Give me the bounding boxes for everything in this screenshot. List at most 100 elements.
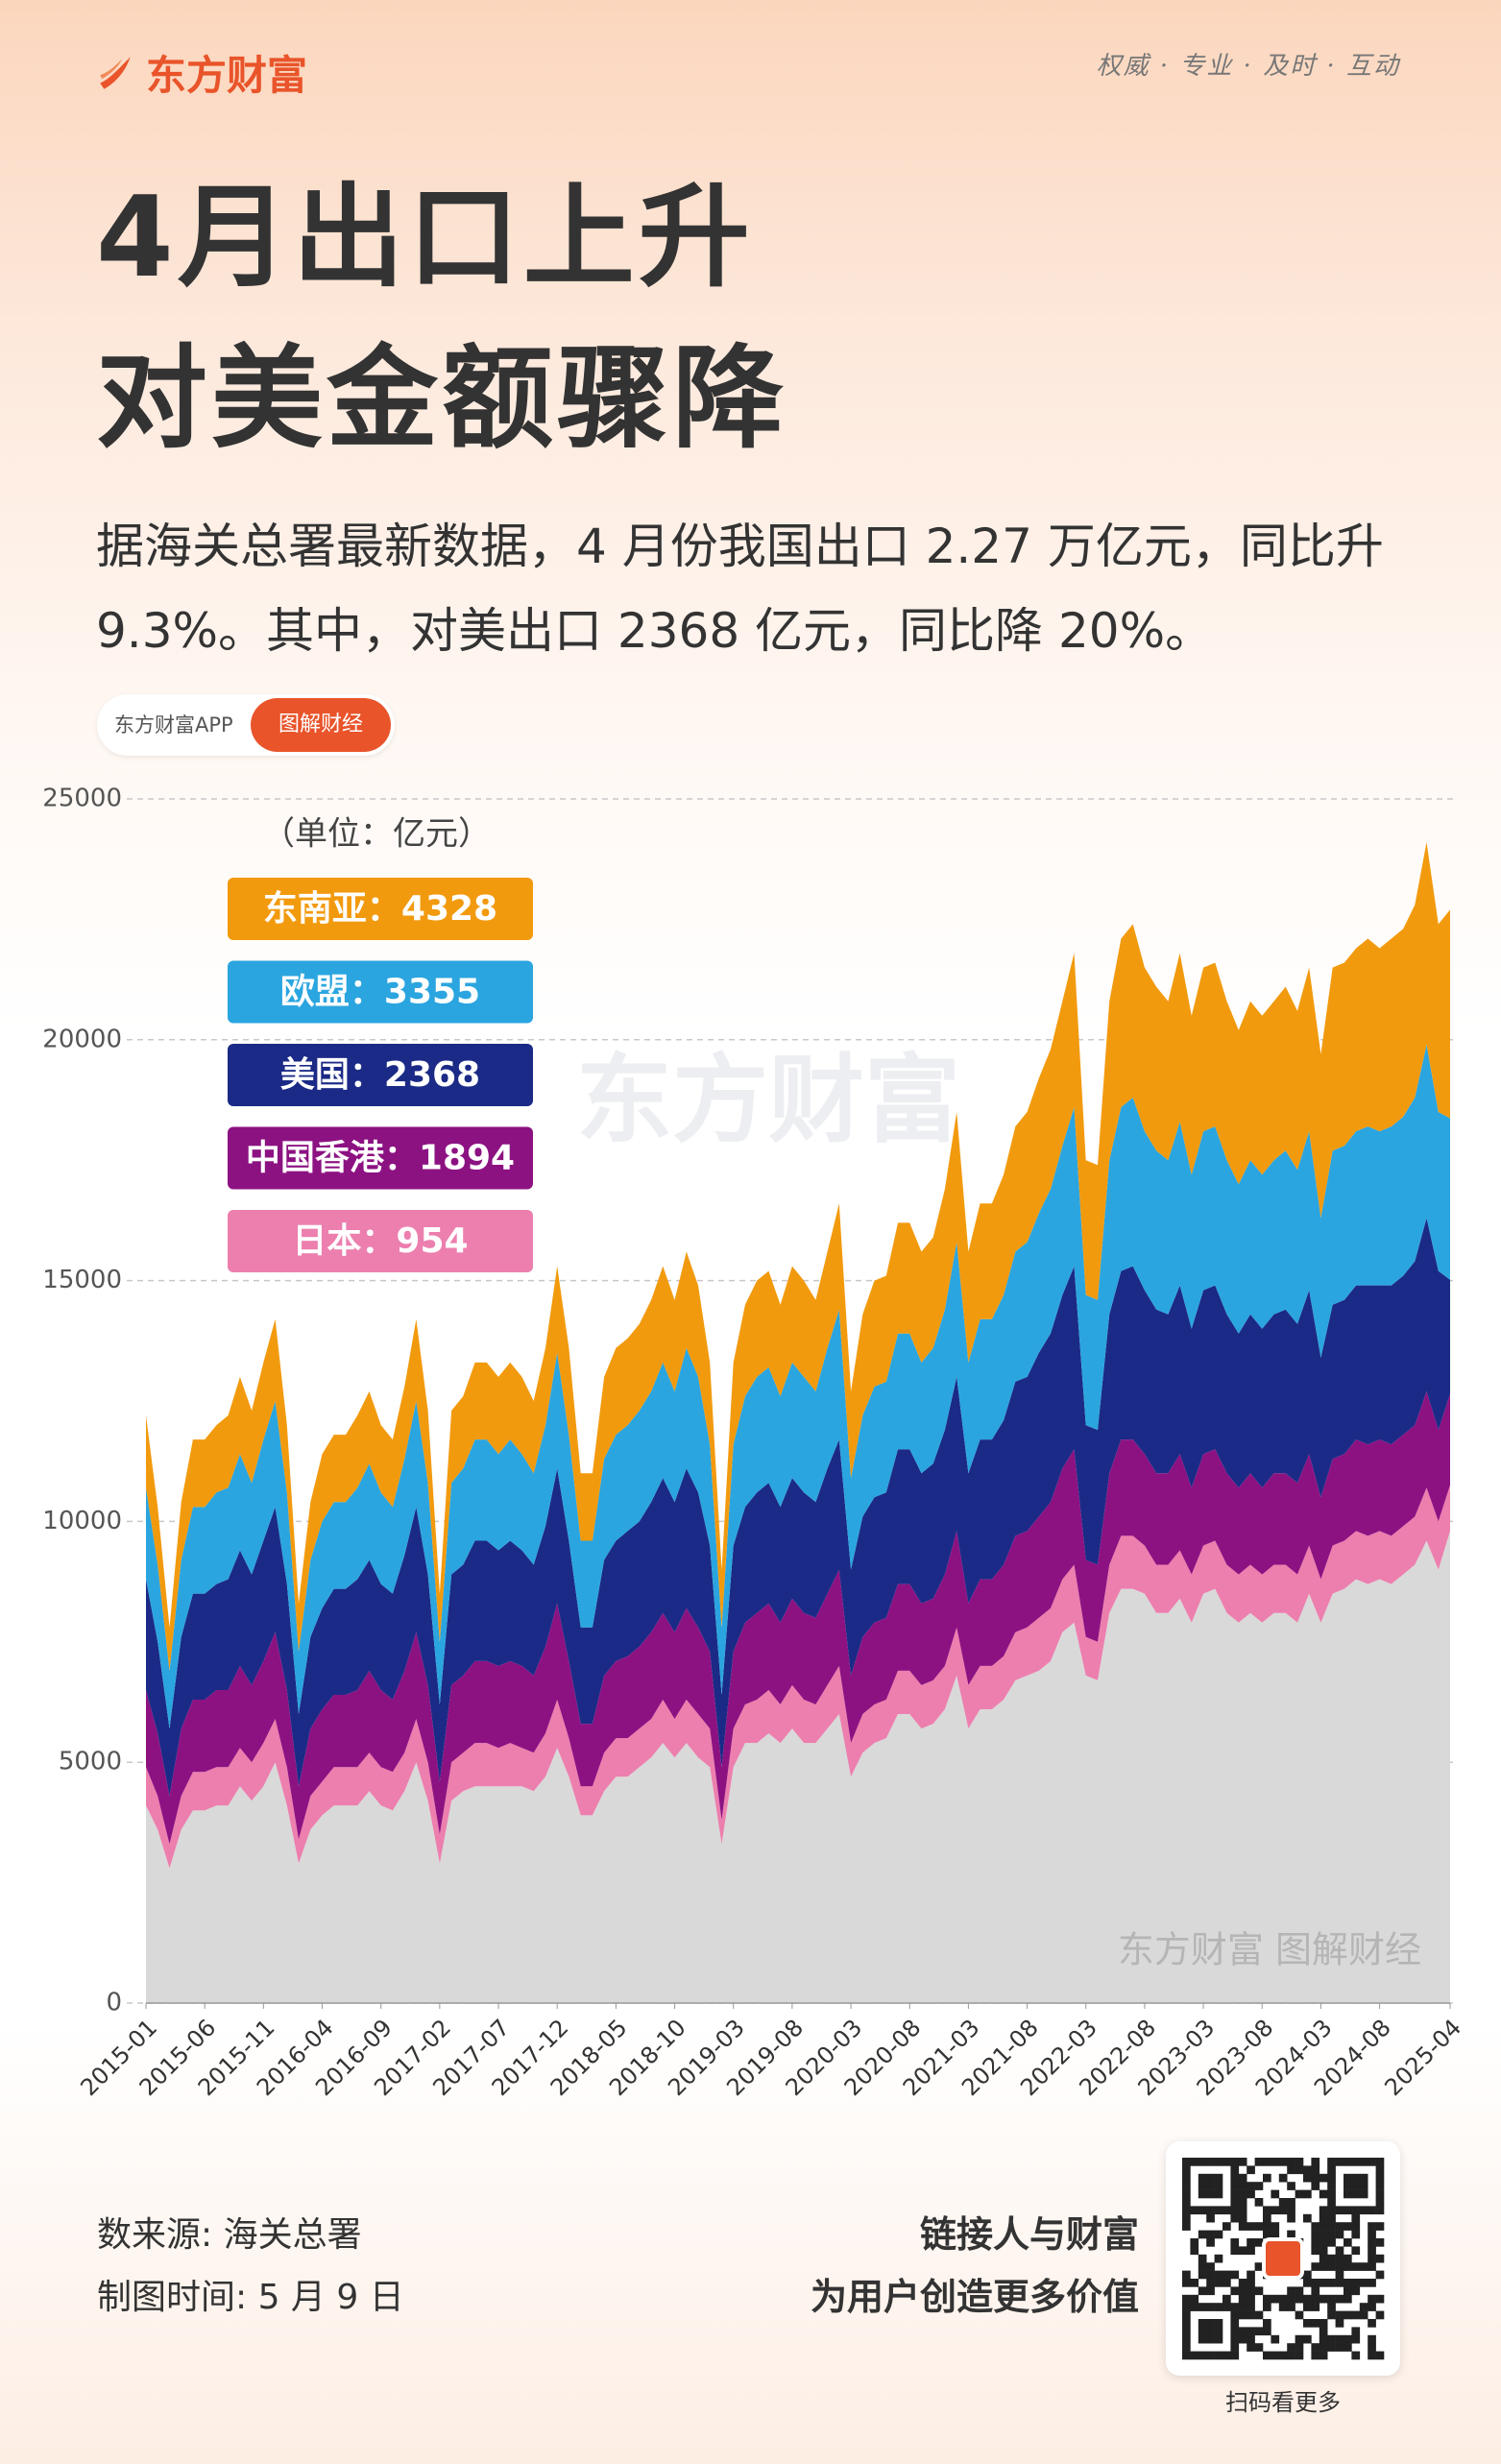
- qr-module: [1247, 2165, 1255, 2175]
- qr-module: [1327, 2173, 1336, 2183]
- qr-module: [1214, 2158, 1223, 2166]
- qr-module: [1254, 2262, 1264, 2271]
- qr-module: [1359, 2310, 1368, 2320]
- legend-label: 日本：954: [292, 1221, 468, 1261]
- qr-module: [1190, 2158, 1199, 2166]
- qr-module: [1287, 2286, 1295, 2296]
- qr-module: [1359, 2158, 1368, 2166]
- qr-module: [1295, 2158, 1304, 2166]
- qr-module: [1303, 2270, 1312, 2280]
- qr-module: [1254, 2286, 1264, 2296]
- qr-module: [1182, 2165, 1191, 2175]
- area: [146, 1485, 1450, 1869]
- legend-label: 欧盟：3355: [280, 973, 480, 1012]
- legend-label: 美国：2368: [280, 1055, 480, 1095]
- qr-module: [1303, 2334, 1312, 2344]
- qr-module: [1319, 2343, 1328, 2352]
- qr-module: [1263, 2351, 1271, 2360]
- qr-module: [1271, 2351, 1280, 2360]
- qr-module: [1263, 2173, 1271, 2183]
- qr-module: [1327, 2310, 1336, 2320]
- qr-module: [1368, 2222, 1376, 2231]
- qr-module: [1335, 2206, 1344, 2215]
- qr-module: [1311, 2343, 1320, 2352]
- qr-module: [1344, 2254, 1352, 2263]
- qr-module: [1182, 2189, 1191, 2199]
- qr-module: [1351, 2182, 1361, 2190]
- qr-module: [1182, 2173, 1191, 2183]
- qr-module: [1335, 2246, 1344, 2256]
- qr-module: [1287, 2303, 1295, 2311]
- qr-module: [1263, 2230, 1271, 2239]
- footer-slogan: 为用户创造更多价值: [810, 2276, 1139, 2318]
- qr-code[interactable]: [1166, 2141, 1400, 2376]
- qr-module: [1287, 2165, 1295, 2175]
- qr-module: [1198, 2334, 1207, 2344]
- qr-module: [1214, 2254, 1223, 2263]
- qr-module: [1182, 2270, 1191, 2280]
- qr-module: [1198, 2206, 1207, 2215]
- qr-module: [1278, 2303, 1288, 2311]
- qr-module: [1238, 2158, 1247, 2166]
- qr-module: [1344, 2238, 1352, 2247]
- qr-module: [1375, 2294, 1385, 2304]
- footer-slogan: 链接人与财富: [919, 2213, 1139, 2256]
- qr-module: [1278, 2351, 1288, 2360]
- qr-module: [1263, 2158, 1271, 2166]
- qr-module: [1182, 2310, 1191, 2320]
- qr-module: [1206, 2213, 1215, 2223]
- qr-module: [1327, 2198, 1336, 2207]
- qr-module: [1182, 2303, 1191, 2311]
- qr-module: [1319, 2254, 1328, 2263]
- y-tick-label: 0: [106, 1989, 122, 2017]
- qr-module: [1368, 2230, 1376, 2239]
- qr-module: [1295, 2351, 1304, 2360]
- y-tick-label: 20000: [42, 1025, 122, 1053]
- qr-module: [1351, 2189, 1361, 2199]
- qr-module: [1182, 2327, 1191, 2336]
- qr-module: [1206, 2334, 1215, 2344]
- qr-module: [1359, 2279, 1368, 2287]
- qr-module: [1327, 2222, 1336, 2231]
- qr-caption: 扫码看更多: [1225, 2389, 1341, 2416]
- qr-module: [1327, 2158, 1336, 2166]
- qr-module: [1190, 2351, 1199, 2360]
- qr-module: [1230, 2303, 1240, 2311]
- qr-module: [1295, 2343, 1304, 2352]
- qr-module: [1182, 2206, 1191, 2215]
- qr-module: [1214, 2351, 1223, 2360]
- qr-module: [1198, 2189, 1207, 2199]
- qr-module: [1295, 2334, 1304, 2344]
- legend-swatch: [228, 878, 533, 940]
- qr-module: [1182, 2343, 1191, 2352]
- qr-module: [1223, 2279, 1231, 2287]
- qr-module: [1319, 2238, 1328, 2247]
- qr-module: [1230, 2334, 1240, 2344]
- qr-module: [1206, 2303, 1215, 2311]
- qr-module: [1351, 2327, 1361, 2336]
- tag[interactable]: 图解财经: [251, 698, 391, 752]
- qr-module: [1287, 2230, 1295, 2239]
- qr-module: [1351, 2158, 1361, 2166]
- qr-module: [1368, 2254, 1376, 2263]
- qr-module: [1351, 2246, 1361, 2256]
- qr-module: [1198, 2158, 1207, 2166]
- qr-module: [1319, 2222, 1328, 2231]
- qr-module: [1206, 2270, 1215, 2280]
- qr-module: [1351, 2310, 1361, 2320]
- qr-module: [1375, 2310, 1385, 2320]
- qr-module: [1278, 2158, 1288, 2166]
- qr-module: [1368, 2238, 1376, 2247]
- qr-module: [1198, 2270, 1207, 2280]
- chart: 东方财富05000100001500020000250002015-012015…: [42, 785, 1466, 2102]
- qr-module: [1230, 2158, 1240, 2166]
- qr-module: [1238, 2198, 1247, 2207]
- qr-module: [1335, 2270, 1344, 2280]
- qr-module: [1278, 2173, 1288, 2183]
- qr-module: [1344, 2206, 1352, 2215]
- qr-module: [1182, 2213, 1191, 2223]
- qr-module: [1247, 2303, 1255, 2311]
- qr-module: [1303, 2189, 1312, 2199]
- qr-module: [1230, 2213, 1240, 2223]
